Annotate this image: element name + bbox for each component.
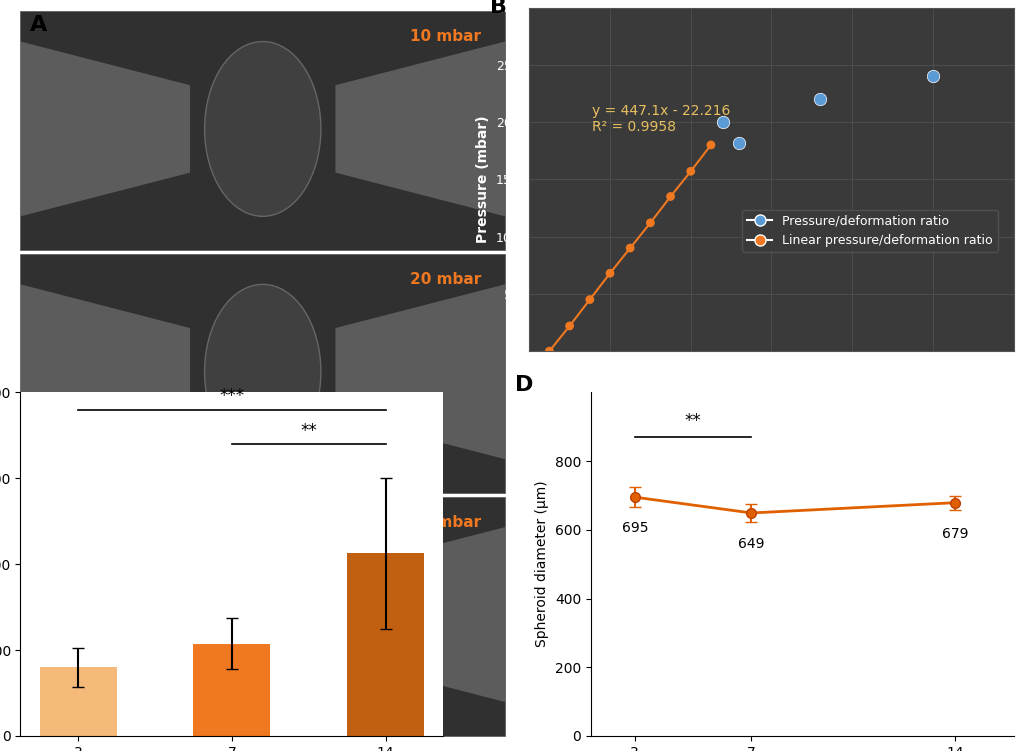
Point	[812, 93, 828, 105]
Point	[715, 116, 731, 128]
Polygon shape	[20, 285, 190, 459]
Circle shape	[205, 527, 321, 702]
Point	[622, 242, 638, 254]
Circle shape	[205, 285, 321, 459]
Point	[582, 294, 598, 306]
Text: ***: ***	[219, 388, 245, 406]
Bar	[40, 667, 117, 736]
Polygon shape	[20, 527, 190, 702]
Bar	[20, 497, 505, 736]
Text: B: B	[490, 0, 508, 17]
Point	[602, 267, 618, 279]
Polygon shape	[336, 41, 505, 216]
Point	[731, 137, 748, 149]
Point	[683, 165, 699, 177]
Text: **: **	[685, 412, 701, 430]
Bar	[347, 553, 424, 736]
Point	[542, 345, 558, 357]
Bar	[20, 254, 505, 493]
Y-axis label: Spheroid diameter (μm): Spheroid diameter (μm)	[536, 481, 550, 647]
Point	[925, 71, 941, 83]
Point	[561, 320, 578, 332]
Text: 10 mbar: 10 mbar	[410, 29, 481, 44]
Text: A: A	[30, 15, 47, 35]
Text: y = 447.1x - 22.216
R² = 0.9958: y = 447.1x - 22.216 R² = 0.9958	[592, 104, 730, 134]
Text: 679: 679	[942, 526, 969, 541]
Bar	[194, 644, 270, 736]
Text: 40 mbar: 40 mbar	[410, 515, 481, 530]
Y-axis label: Pressure (mbar): Pressure (mbar)	[476, 116, 490, 243]
Legend: Pressure/deformation ratio, Linear pressure/deformation ratio: Pressure/deformation ratio, Linear press…	[742, 210, 997, 252]
Text: 649: 649	[738, 537, 765, 551]
Text: D: D	[515, 376, 534, 395]
Text: **: **	[300, 421, 317, 439]
Bar	[20, 11, 505, 250]
X-axis label: Deformation (penetration length/diameter): Deformation (penetration length/diameter…	[602, 379, 941, 394]
Circle shape	[205, 41, 321, 216]
Polygon shape	[336, 285, 505, 459]
Polygon shape	[336, 527, 505, 702]
Point	[642, 217, 658, 229]
Text: 695: 695	[622, 521, 648, 535]
Point	[702, 139, 719, 151]
Text: 20 mbar: 20 mbar	[410, 272, 481, 287]
Point	[663, 191, 679, 203]
Polygon shape	[20, 41, 190, 216]
